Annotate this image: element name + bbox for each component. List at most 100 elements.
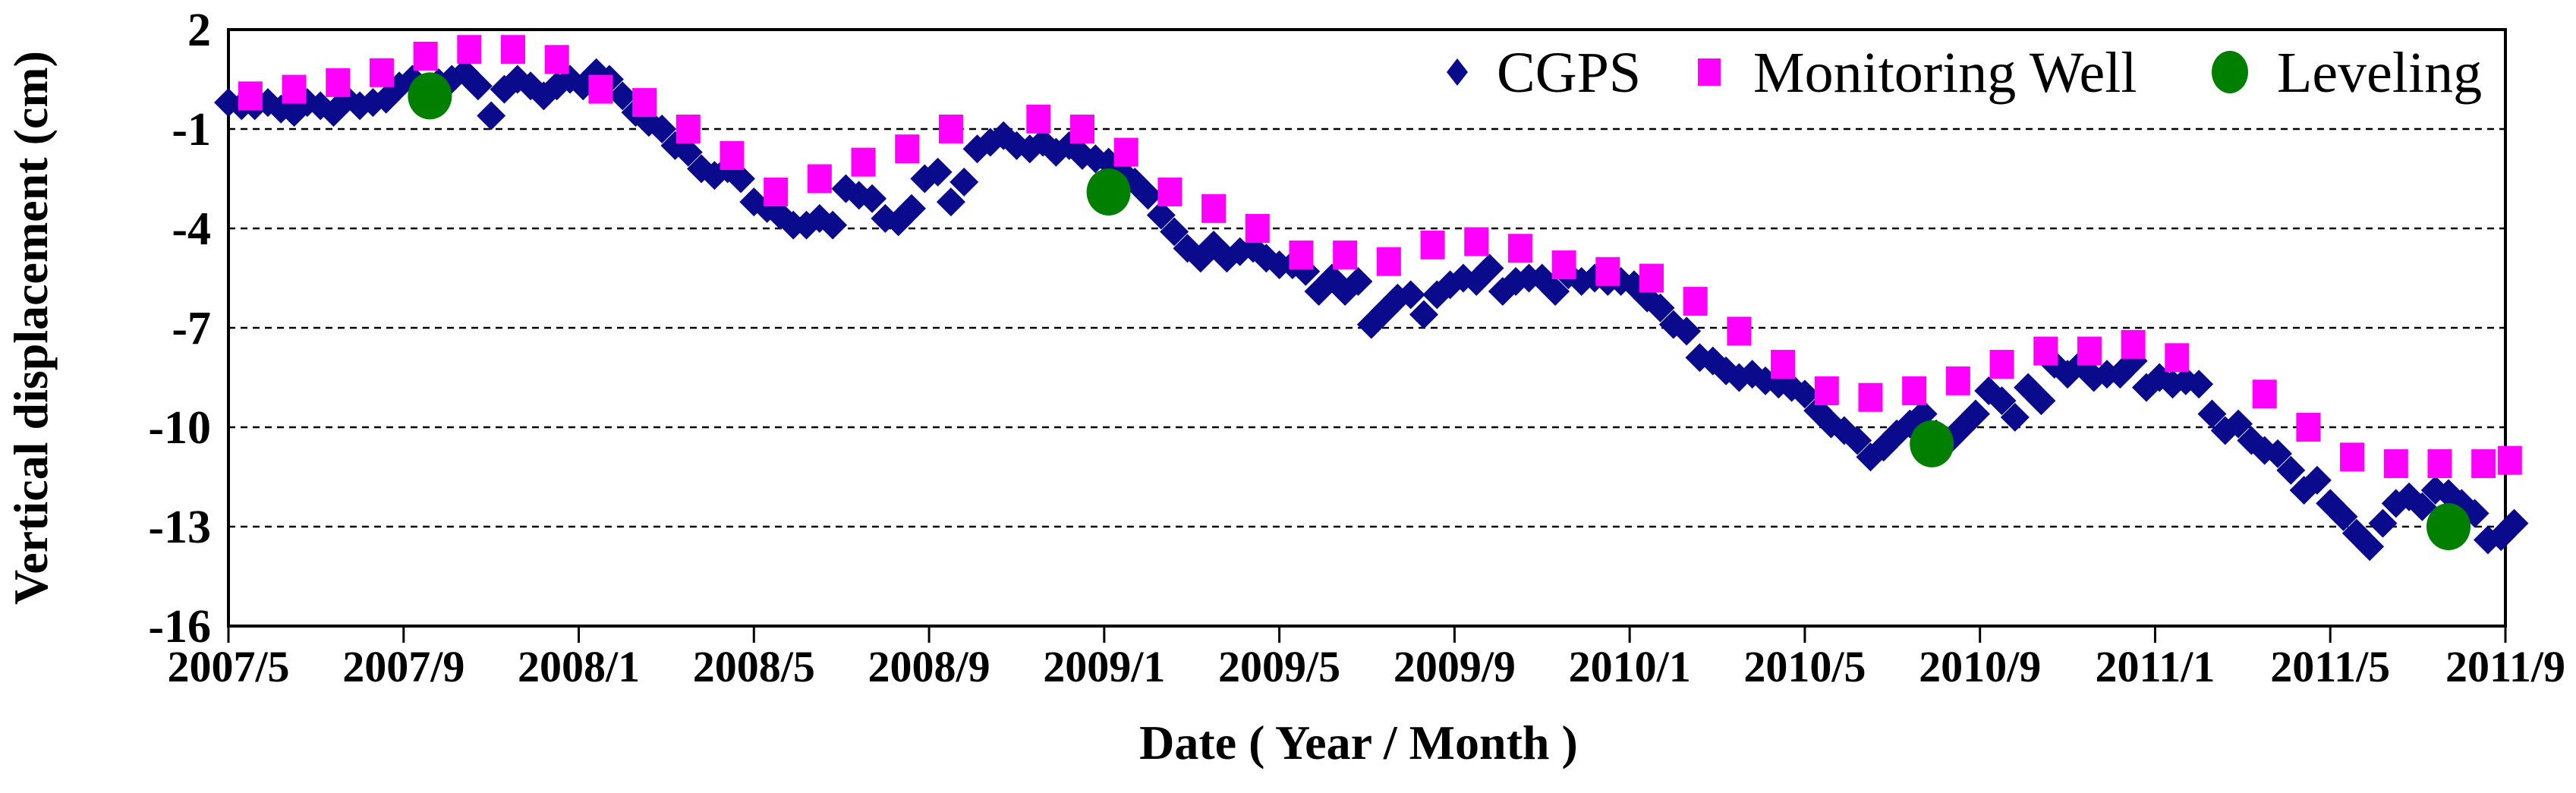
cgps-point <box>1475 253 1504 283</box>
y-tick-label: -4 <box>172 203 211 255</box>
cgps-point <box>2329 502 2358 531</box>
monitoring-well-point <box>2427 449 2452 479</box>
cgps-point <box>647 115 677 143</box>
monitoring-well-point <box>807 164 832 194</box>
legend-item-leveling: Leveling <box>2212 41 2482 105</box>
legend: CGPS Monitoring Well Leveling <box>1447 41 2482 105</box>
monitoring-well-point <box>2165 343 2190 373</box>
x-tick-label: 2011/9 <box>2445 642 2565 691</box>
monitoring-well-point <box>1070 115 1094 143</box>
monitoring-well-point <box>764 177 789 206</box>
monitoring-well-point <box>1683 287 1708 316</box>
monitoring-well-point <box>2340 442 2365 472</box>
leveling-point <box>2426 503 2471 550</box>
monitoring-well-point <box>1507 234 1532 263</box>
x-tick-label: 2011/5 <box>2270 642 2390 691</box>
monitoring-well-point <box>2296 413 2321 442</box>
x-tick-label: 2008/9 <box>868 642 990 691</box>
monitoring-well-point <box>501 35 525 65</box>
monitoring-well-point <box>895 134 920 164</box>
cgps-point <box>1960 399 1990 429</box>
y-axis-tick-labels: 2 -1 -4 -7 -10 -13 -16 <box>148 5 211 653</box>
x-tick-label: 2010/9 <box>1919 642 2041 691</box>
x-tick-label: 2009/9 <box>1393 642 1516 691</box>
monitoring-well-point <box>1026 104 1051 134</box>
monitoring-well-point <box>2252 379 2277 409</box>
cgps-point <box>2355 532 2385 562</box>
monitoring-well-point <box>2033 336 2058 366</box>
monitoring-well-point <box>1464 227 1489 256</box>
x-tick-label: 2007/9 <box>342 642 464 691</box>
cgps-point <box>2224 409 2253 439</box>
y-tick-label: -13 <box>148 502 211 553</box>
monitoring-well-point <box>1376 247 1401 276</box>
series-monitoring-well <box>238 35 2522 479</box>
cgps-point <box>1409 300 1438 329</box>
monitoring-well-point <box>2497 445 2522 475</box>
cgps-point <box>1396 280 1425 310</box>
monitoring-well-point <box>2077 336 2102 366</box>
cgps-point <box>1343 266 1373 296</box>
cgps-point <box>726 164 755 194</box>
y-tick-label: -7 <box>172 303 211 354</box>
cgps-point <box>1987 386 2017 416</box>
y-tick-label: -1 <box>172 104 211 156</box>
monitoring-well-point <box>457 35 482 65</box>
x-tick-label: 2007/5 <box>167 642 289 691</box>
y-tick-label: -10 <box>148 402 211 454</box>
cgps-point <box>1843 426 1872 455</box>
monitoring-well-point <box>2471 449 2496 479</box>
monitoring-well-point <box>1333 240 1358 269</box>
monitoring-well-point <box>1771 350 1796 379</box>
cgps-point <box>2197 399 2227 429</box>
cgps-point <box>2263 439 2292 468</box>
monitoring-well-point <box>1902 376 1927 405</box>
x-axis-ticks <box>227 626 2507 643</box>
monitoring-well-point <box>720 140 745 170</box>
x-axis-tick-labels: 2007/5 2007/9 2008/1 2008/5 2008/9 2009/1 2009… <box>167 642 2565 691</box>
y-tick-label: -16 <box>148 601 211 653</box>
monitoring-well-point <box>851 147 876 177</box>
monitoring-well-point <box>2383 449 2408 479</box>
x-tick-label: 2011/1 <box>2096 642 2215 691</box>
square-icon <box>1698 58 1721 86</box>
monitoring-well-point <box>675 115 701 143</box>
monitoring-well-point <box>1113 137 1138 167</box>
cgps-point <box>2368 508 2398 538</box>
legend-item-cgps: CGPS <box>1447 41 1641 105</box>
monitoring-well-point <box>632 88 657 118</box>
x-tick-label: 2008/5 <box>693 642 815 691</box>
leveling-point <box>1086 168 1131 216</box>
legend-label-leveling: Leveling <box>2277 41 2482 105</box>
x-tick-label: 2008/1 <box>518 642 640 691</box>
monitoring-well-point <box>369 58 394 87</box>
monitoring-well-point <box>1420 230 1445 260</box>
cgps-point <box>1672 316 1702 346</box>
cgps-point <box>463 71 493 101</box>
cgps-point <box>2302 465 2332 495</box>
cgps-point <box>949 167 979 197</box>
cgps-point <box>2499 508 2529 538</box>
cgps-point <box>608 81 638 111</box>
cgps-point <box>2026 386 2056 416</box>
y-axis-title: Vertical displacement (cm) <box>4 51 58 605</box>
legend-label-monitoring-well: Monitoring Well <box>1753 41 2137 105</box>
cgps-point <box>1541 276 1570 306</box>
leveling-point <box>1910 420 1954 467</box>
monitoring-well-point <box>282 74 307 104</box>
monitoring-well-point <box>1201 194 1227 223</box>
cgps-point <box>516 71 546 101</box>
x-tick-label: 2009/5 <box>1218 642 1340 691</box>
monitoring-well-point <box>2121 329 2146 359</box>
cgps-point <box>2184 370 2214 399</box>
diamond-icon <box>1447 58 1468 86</box>
cgps-point <box>1790 379 1819 409</box>
x-tick-label: 2010/1 <box>1569 642 1691 691</box>
circle-icon <box>2212 51 2248 93</box>
monitoring-well-point <box>544 45 569 74</box>
legend-label-cgps: CGPS <box>1497 41 1641 105</box>
cgps-point <box>1133 181 1163 210</box>
cgps-point <box>936 187 965 217</box>
